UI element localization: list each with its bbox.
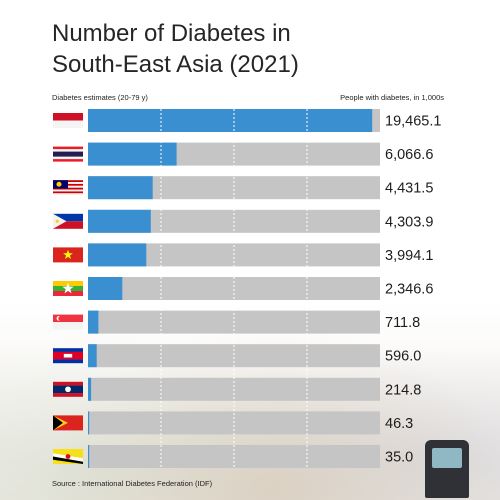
value-label: 4,431.5 — [385, 181, 433, 197]
malaysia-flag — [53, 180, 83, 196]
value-label: 6,066.6 — [385, 147, 433, 163]
bar — [88, 445, 90, 468]
glucose-meter-image — [425, 440, 469, 498]
philippines-flag — [53, 213, 83, 229]
bar — [88, 209, 151, 233]
laos-flag — [53, 381, 83, 397]
value-label: 35.0 — [385, 450, 413, 466]
bar — [88, 277, 123, 300]
value-label: 19,465.1 — [385, 114, 441, 130]
value-label: 4,303.9 — [385, 214, 433, 230]
bar — [88, 176, 153, 200]
glucose-meter-screen — [432, 448, 462, 468]
left-column-header: Diabetes estimates (20-79 y) — [52, 93, 148, 102]
bar-track — [88, 277, 380, 300]
chart-title: Number of Diabetes in South-East Asia (2… — [52, 20, 299, 78]
vietnam-flag — [53, 247, 83, 263]
value-label: 596.0 — [385, 349, 421, 365]
source-note: Source : International Diabetes Federati… — [52, 479, 213, 488]
value-label: 214.8 — [385, 382, 421, 398]
thailand-flag — [53, 146, 83, 162]
singapore-flag — [53, 314, 83, 330]
bar — [88, 377, 92, 401]
bar-track — [88, 344, 380, 368]
bar — [88, 109, 373, 132]
bar — [88, 142, 177, 166]
bar-track — [88, 445, 380, 468]
value-label: 711.8 — [385, 315, 420, 331]
bar — [88, 310, 99, 334]
value-label: 2,346.6 — [385, 282, 433, 298]
bar — [88, 243, 147, 267]
bar — [88, 411, 90, 435]
timor-leste-flag — [53, 415, 83, 431]
indonesia-flag — [53, 113, 83, 128]
myanmar-flag — [53, 281, 83, 296]
right-column-header: People with diabetes, in 1,000s — [340, 93, 444, 102]
value-label: 46.3 — [385, 416, 413, 432]
cambodia-flag — [53, 348, 83, 364]
value-label: 3,994.1 — [385, 248, 433, 264]
bar — [88, 344, 97, 368]
brunei-flag — [53, 449, 83, 464]
